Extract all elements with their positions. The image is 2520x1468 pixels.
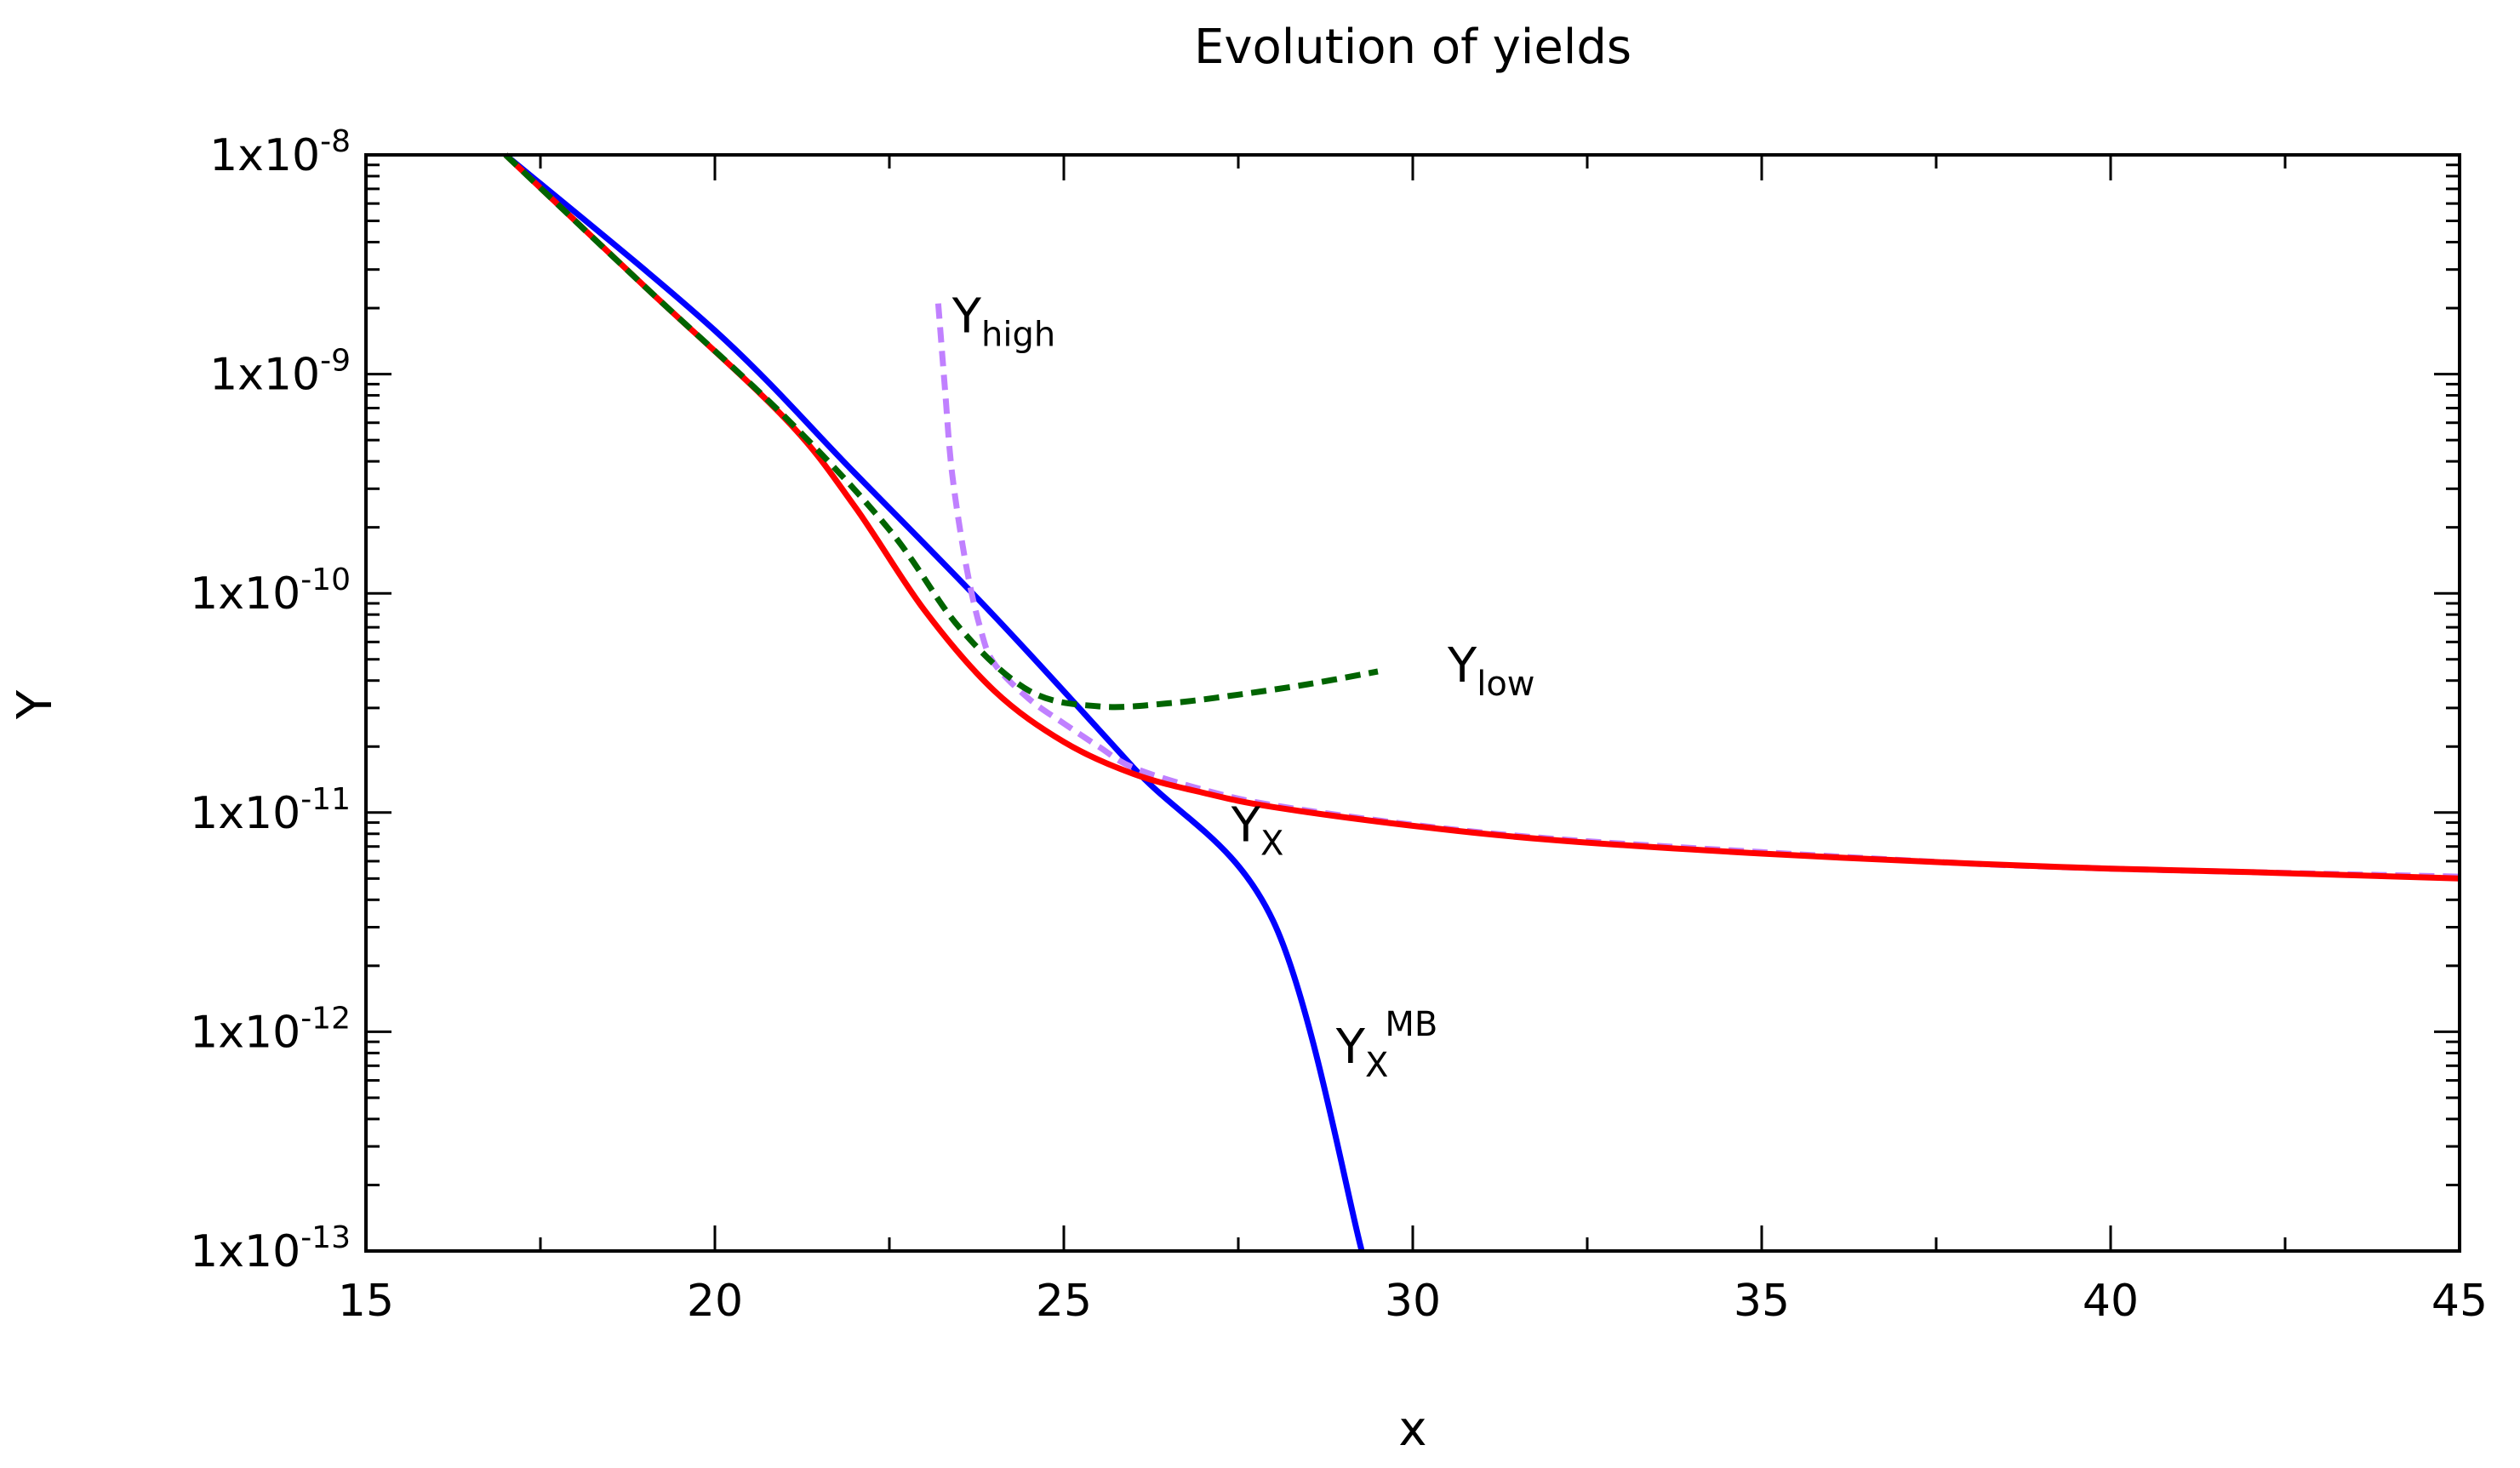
y-tick-label: 1x10-11 xyxy=(190,782,351,839)
series-line-y-x-mb xyxy=(503,152,1365,1252)
series-line-y-x xyxy=(503,152,2460,882)
curve-label-y-x-mb: YXMB xyxy=(1335,1005,1438,1085)
x-tick-label: 20 xyxy=(687,1276,743,1327)
plot-frame xyxy=(364,153,2461,1253)
x-tick-label: 40 xyxy=(2083,1276,2139,1327)
x-tick-label: 30 xyxy=(1385,1276,1441,1327)
y-ticks: 1x10-8 1x10-9 1x10-10 1x10-11 1x10-12 1x10-13 xyxy=(190,124,2460,1277)
x-ticks: 15 20 25 30 35 40 45 xyxy=(338,155,2488,1327)
x-tick-label: 35 xyxy=(1734,1276,1790,1327)
y-tick-label: 1x10-9 xyxy=(209,344,351,401)
curve-labels: Yhigh Ylow YX YXMB xyxy=(951,289,1535,1086)
x-axis-title: x xyxy=(1398,1402,1426,1457)
series-line-y-low xyxy=(503,152,1379,711)
plot-lines xyxy=(503,152,2460,1252)
curve-label-y-x: YX xyxy=(1231,797,1284,863)
y-tick-label: 1x10-8 xyxy=(209,124,351,181)
series-line-y-high xyxy=(934,303,2460,880)
y-tick-label: 1x10-13 xyxy=(190,1220,351,1277)
curve-label-y-high: Yhigh xyxy=(951,289,1055,355)
y-tick-label: 1x10-12 xyxy=(190,1001,351,1058)
curve-label-y-low: Ylow xyxy=(1447,638,1535,704)
x-tick-label: 15 xyxy=(338,1276,394,1327)
x-tick-label: 45 xyxy=(2431,1276,2488,1327)
chart-title: Evolution of yields xyxy=(1194,20,1631,75)
y-axis-title: Y xyxy=(8,689,63,720)
y-tick-label: 1x10-10 xyxy=(190,563,351,620)
x-tick-label: 25 xyxy=(1036,1276,1092,1327)
